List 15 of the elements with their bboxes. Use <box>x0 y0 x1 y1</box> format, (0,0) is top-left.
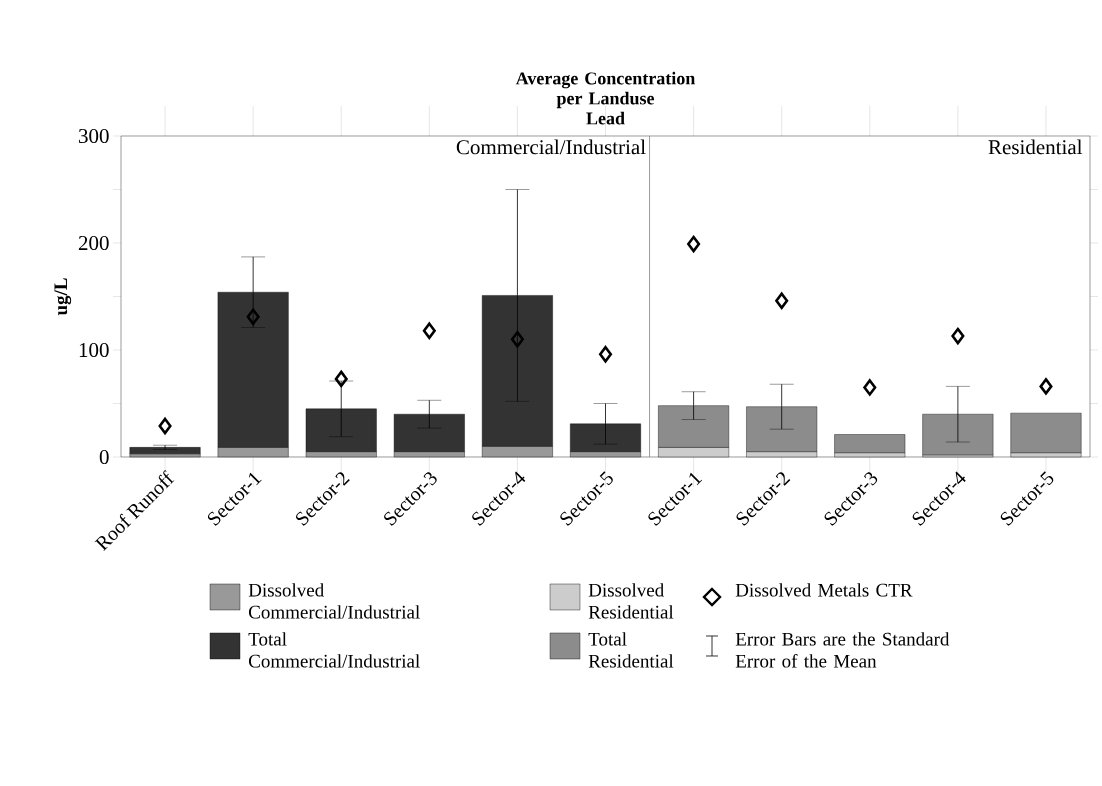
legend-label: Total Residential <box>588 632 674 668</box>
legend-label: Dissolved Metals CTR <box>735 583 913 597</box>
legend-label: Total Commercial/Industrial <box>248 632 420 668</box>
y-axis-title: ug/L <box>54 278 72 316</box>
chart-title: Average Concentration per Landuse <box>515 71 696 109</box>
y-tick-label: 300 <box>78 128 109 144</box>
y-tick-label: 0 <box>99 449 109 465</box>
legend-label: Dissolved Residential <box>588 583 674 619</box>
chart-subtitle: Lead <box>586 111 625 125</box>
y-tick-label: 200 <box>78 235 109 251</box>
text: Error Bars are the Standard Error of the Mean <box>735 632 950 668</box>
annotation: Residential <box>988 139 1083 155</box>
annotation: Commercial/Industrial <box>456 139 646 155</box>
y-tick-label: 100 <box>79 342 109 358</box>
legend-label: Dissolved Commercial/Industrial <box>248 583 420 619</box>
